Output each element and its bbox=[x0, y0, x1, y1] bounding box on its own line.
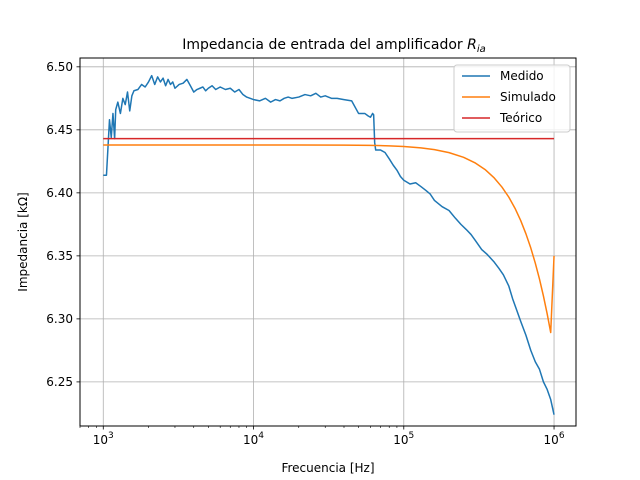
ticks: 103 104 105 106 6.25 6.30 6.35 6.40 6.45 6.50 bbox=[46, 60, 565, 447]
legend-label: Medido bbox=[500, 69, 544, 83]
y-tick-label: 6.50 bbox=[46, 60, 73, 74]
series-line-simulado bbox=[103, 144, 555, 334]
legend: Medido Simulado Teórico bbox=[453, 64, 571, 133]
series-layer bbox=[103, 74, 555, 415]
legend-box bbox=[453, 64, 571, 133]
series-line-medido bbox=[103, 74, 555, 415]
chart-title: Impedancia de entrada del amplificador R… bbox=[182, 37, 486, 55]
y-tick-label: 6.25 bbox=[46, 375, 73, 389]
y-tick-label: 6.45 bbox=[46, 123, 73, 137]
y-tick-label: 6.30 bbox=[46, 312, 73, 326]
x-tick-label: 105 bbox=[393, 431, 414, 447]
x-tick-label: 103 bbox=[93, 431, 114, 447]
y-axis-label: Impedancia [kΩ] bbox=[16, 192, 30, 291]
y-tick-label: 6.40 bbox=[46, 186, 73, 200]
x-axis-label: Frecuencia [Hz] bbox=[281, 461, 374, 475]
x-tick-label: 104 bbox=[243, 431, 264, 447]
x-tick-label: 106 bbox=[544, 431, 565, 447]
y-tick-label: 6.35 bbox=[46, 249, 73, 263]
plot-frame bbox=[79, 57, 577, 427]
legend-label: Teórico bbox=[499, 111, 542, 125]
legend-label: Simulado bbox=[500, 90, 556, 104]
